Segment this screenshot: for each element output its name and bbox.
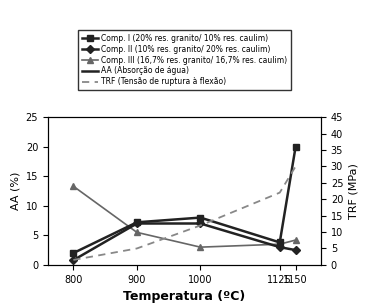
Y-axis label: AA (%): AA (%) — [10, 172, 20, 210]
Y-axis label: TRF (MPa): TRF (MPa) — [349, 163, 359, 219]
Legend: Comp. I (20% res. granito/ 10% res. caulim), Comp. II (10% res. granito/ 20% res: Comp. I (20% res. granito/ 10% res. caul… — [78, 30, 291, 90]
X-axis label: Temperatura (ºC): Temperatura (ºC) — [123, 290, 246, 303]
